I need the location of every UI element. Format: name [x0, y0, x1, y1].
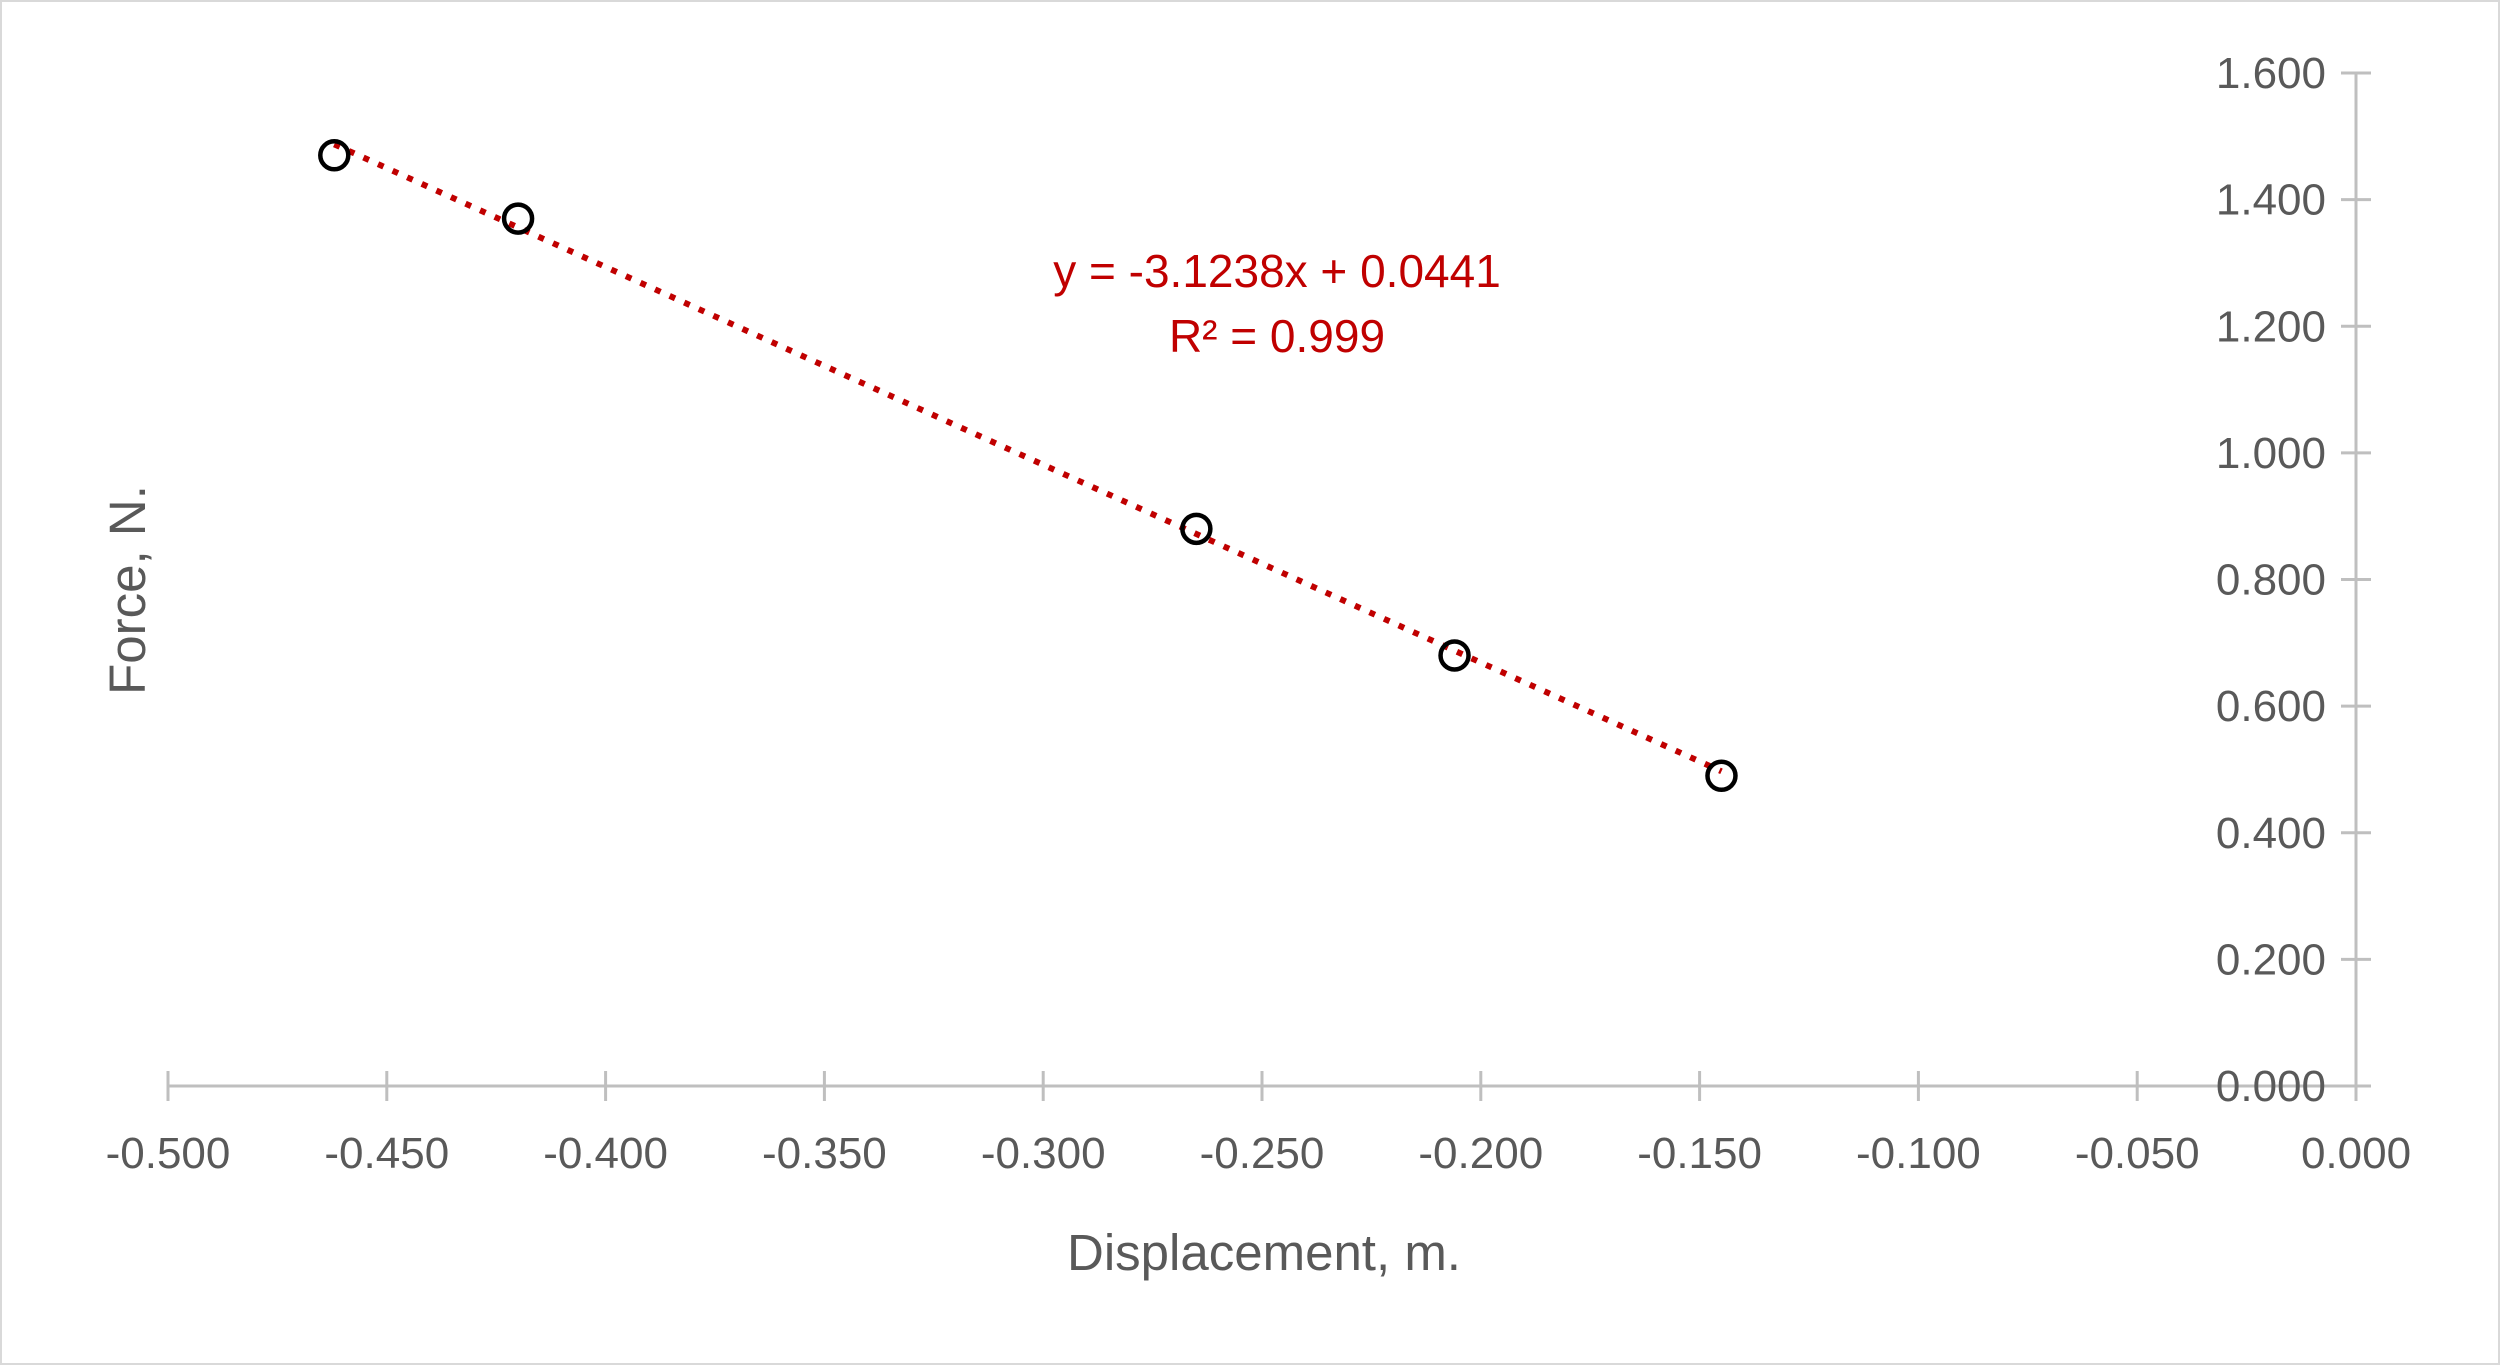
y-tick-label: 0.800 — [2216, 556, 2326, 605]
data-point — [1705, 759, 1738, 793]
trendline — [333, 141, 1723, 775]
x-tick-label: -0.450 — [324, 1129, 449, 1178]
y-tick-label: 0.600 — [2216, 682, 2326, 731]
data-points — [318, 139, 1738, 793]
x-tick-label: -0.400 — [543, 1129, 668, 1178]
data-point — [1438, 639, 1471, 672]
x-tick-label: 0.000 — [2301, 1129, 2411, 1178]
y-axis-ticks: 0.000 0.200 0.400 0.600 0.800 1.000 1.200 1.400… — [2216, 49, 2371, 1111]
y-tick-label: 1.200 — [2216, 302, 2326, 351]
x-tick-label: -0.050 — [2075, 1129, 2200, 1178]
x-tick-label: -0.300 — [981, 1129, 1106, 1178]
y-tick-label: 1.000 — [2216, 429, 2326, 478]
y-axis-title: Force, N. — [99, 485, 156, 695]
y-tick-label: 0.000 — [2216, 1062, 2326, 1111]
trendline-equation: y = -3.1238x + 0.0441 — [1053, 245, 1501, 297]
x-axis-ticks: -0.500 -0.450 -0.400 -0.350 -0.300 -0.250 -0.2… — [106, 1071, 2411, 1178]
x-tick-label: -0.150 — [1637, 1129, 1762, 1178]
y-tick-label: 1.400 — [2216, 176, 2326, 225]
x-axis-title: Displacement, m. — [1067, 1224, 1461, 1281]
y-tick-label: 1.600 — [2216, 49, 2326, 98]
data-point — [318, 139, 351, 172]
x-tick-label: -0.100 — [1856, 1129, 1981, 1178]
y-tick-label: 0.400 — [2216, 809, 2326, 858]
x-tick-label: -0.350 — [762, 1129, 887, 1178]
trendline-r-squared: R² = 0.999 — [1169, 310, 1385, 362]
data-point — [501, 202, 535, 235]
axes — [168, 73, 2358, 1088]
x-tick-label: -0.200 — [1418, 1129, 1543, 1178]
data-point — [1180, 512, 1213, 546]
x-tick-label: -0.500 — [106, 1129, 231, 1178]
trendline-group — [333, 141, 1723, 775]
y-tick-label: 0.200 — [2216, 935, 2326, 984]
x-tick-label: -0.250 — [1200, 1129, 1325, 1178]
